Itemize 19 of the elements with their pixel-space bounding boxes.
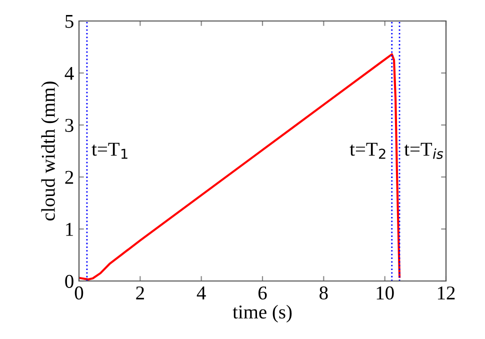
y-tick-label: 5 xyxy=(66,15,74,28)
ref-line-label: t=T$_{1}$ xyxy=(92,142,128,159)
x-tick-label: 6 xyxy=(258,286,267,300)
y-tick-label: 2 xyxy=(65,170,74,184)
y-tick-label: 0 xyxy=(65,274,74,288)
x-tick-label: 10 xyxy=(376,286,394,300)
x-tick-label: 4 xyxy=(196,286,206,300)
y-axis-title: cloud width (mm) xyxy=(41,82,59,220)
ref-line-label: t=T$_{2}$ xyxy=(350,142,386,159)
y-tick-label: 4 xyxy=(64,66,74,80)
x-tick-label: 0 xyxy=(74,286,84,300)
x-axis-title: time (s) xyxy=(232,304,292,323)
y-tick-label: 3 xyxy=(65,118,74,132)
x-tick-label: 2 xyxy=(136,286,144,300)
line-series xyxy=(79,53,401,280)
x-tick-label: 12 xyxy=(438,286,455,300)
y-tick-label: 1 xyxy=(66,222,73,236)
ref-line-label: t=T$_{is}$ xyxy=(404,142,444,159)
x-tick-label: 8 xyxy=(320,286,328,300)
